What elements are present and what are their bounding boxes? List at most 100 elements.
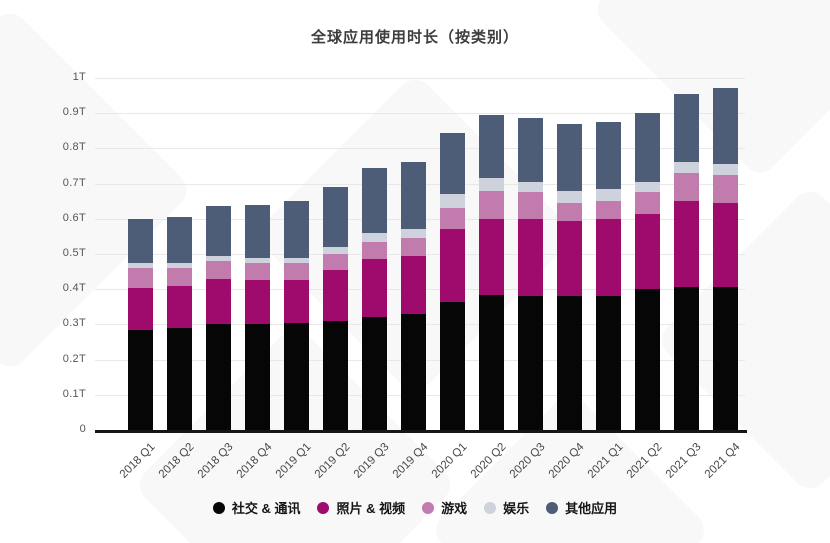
y-tick-label-0.4T: 0.4T	[62, 282, 86, 295]
segment-entertainment	[440, 194, 465, 209]
bar-2020-q3	[518, 118, 543, 430]
segment-games	[362, 241, 387, 260]
legend-item-social-communication: 社交 & 通讯	[212, 498, 300, 517]
segment-entertainment	[128, 262, 153, 269]
legend: 社交 & 通讯 照片 & 视频 游戏 娱乐 其他应用	[0, 498, 830, 517]
segment-other-apps	[440, 132, 465, 195]
segment-other-apps	[479, 114, 504, 179]
segment-entertainment	[284, 257, 309, 263]
segment-photo-video	[284, 280, 309, 323]
gridline-1T	[95, 78, 745, 79]
segment-social-communication	[401, 313, 426, 430]
plot-area	[95, 78, 745, 430]
segment-other-apps	[713, 88, 738, 165]
segment-social-communication	[440, 301, 465, 430]
segment-social-communication	[557, 296, 582, 430]
segment-games	[713, 174, 738, 203]
segment-other-apps	[128, 218, 153, 263]
segment-entertainment	[635, 181, 660, 193]
segment-other-apps	[557, 123, 582, 191]
segment-other-apps	[401, 162, 426, 230]
bar-2021-q1	[596, 122, 621, 430]
segment-photo-video	[167, 285, 192, 328]
bar-2021-q3	[674, 93, 699, 430]
segment-games	[128, 268, 153, 288]
y-tick-label-0.9T: 0.9T	[62, 106, 86, 119]
segment-social-communication	[128, 329, 153, 430]
y-tick-label-0.1T: 0.1T	[62, 387, 86, 400]
segment-games	[518, 192, 543, 219]
segment-entertainment	[323, 247, 348, 255]
segment-other-apps	[206, 206, 231, 256]
segment-other-apps	[518, 118, 543, 182]
segment-photo-video	[557, 220, 582, 297]
segment-social-communication	[713, 287, 738, 430]
legend-dot-social-communication	[212, 501, 225, 514]
segment-social-communication	[362, 317, 387, 430]
segment-social-communication	[674, 287, 699, 430]
segment-social-communication	[479, 294, 504, 430]
bar-2019-q4	[401, 162, 426, 430]
y-tick-label-1T: 1T	[72, 71, 86, 83]
segment-photo-video	[596, 218, 621, 297]
bar-2018-q4	[245, 204, 270, 430]
segment-games	[167, 268, 192, 286]
segment-entertainment	[401, 229, 426, 239]
bar-2020-q4	[557, 123, 582, 430]
segment-games	[206, 261, 231, 279]
gridline-0.8T	[95, 148, 745, 150]
segment-other-apps	[674, 93, 699, 163]
segment-photo-video	[245, 280, 270, 325]
bar-2019-q3	[362, 167, 387, 430]
legend-dot-photo-video	[317, 501, 330, 514]
y-tick-label-0.5T: 0.5T	[62, 247, 86, 259]
chart-title: 全球应用使用时长（按类别）	[310, 29, 519, 46]
legend-label-photo-video: 照片 & 视频	[336, 501, 406, 516]
segment-social-communication	[206, 324, 231, 430]
legend-label-entertainment: 娱乐	[503, 501, 530, 516]
legend-dot-entertainment	[484, 501, 497, 514]
segment-other-apps	[245, 204, 270, 258]
segment-social-communication	[245, 324, 270, 430]
segment-entertainment	[518, 181, 543, 193]
segment-entertainment	[167, 262, 192, 269]
segment-entertainment	[362, 232, 387, 242]
y-tick-label-0.7T: 0.7T	[62, 176, 86, 189]
segment-photo-video	[440, 229, 465, 302]
y-tick-label-0.8T: 0.8T	[62, 141, 86, 154]
y-tick-label-0: 0	[79, 423, 86, 435]
bar-2018-q2	[167, 217, 192, 430]
segment-photo-video	[323, 269, 348, 321]
legend-dot-other-apps	[546, 501, 559, 514]
segment-games	[674, 173, 699, 202]
bar-2021-q2	[635, 113, 660, 430]
y-tick-label-0.3T: 0.3T	[62, 317, 86, 330]
segment-entertainment	[596, 188, 621, 202]
bar-2018-q3	[206, 206, 231, 430]
segment-photo-video	[674, 201, 699, 288]
segment-games	[635, 192, 660, 214]
segment-games	[557, 202, 582, 221]
segment-entertainment	[674, 162, 699, 174]
segment-photo-video	[401, 255, 426, 314]
segment-other-apps	[323, 187, 348, 248]
segment-other-apps	[596, 122, 621, 189]
segment-other-apps	[167, 217, 192, 263]
legend-item-entertainment: 娱乐	[484, 498, 529, 517]
segment-social-communication	[518, 296, 543, 430]
bar-2019-q2	[323, 187, 348, 430]
segment-photo-video	[635, 213, 660, 290]
legend-label-games: 游戏	[441, 501, 468, 516]
segment-games	[284, 262, 309, 281]
bar-2018-q1	[128, 218, 153, 430]
bar-2021-q4	[713, 88, 738, 430]
segment-entertainment	[479, 178, 504, 191]
segment-social-communication	[596, 296, 621, 430]
legend-item-games: 游戏	[422, 498, 467, 517]
segment-social-communication	[167, 327, 192, 430]
segment-entertainment	[557, 190, 582, 203]
segment-social-communication	[323, 320, 348, 430]
segment-other-apps	[635, 113, 660, 182]
segment-photo-video	[206, 278, 231, 325]
